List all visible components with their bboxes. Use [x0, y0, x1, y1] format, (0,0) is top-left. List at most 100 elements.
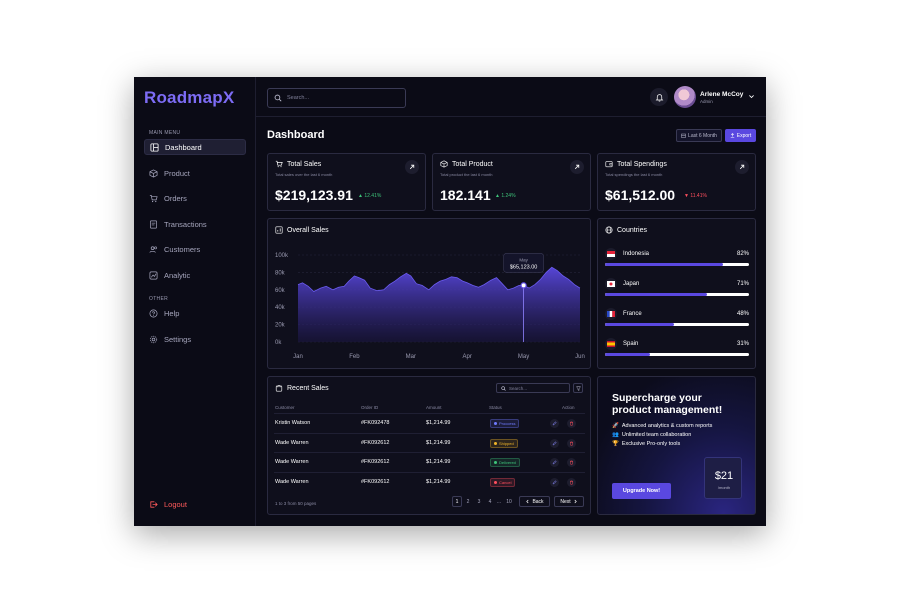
table-row[interactable]: Wade Warren #FK092612 $1,214.99 Shipped — [274, 432, 585, 452]
column-header[interactable]: Amount — [426, 405, 442, 410]
country-progress — [605, 323, 749, 326]
search-box[interactable] — [267, 88, 406, 108]
progress-fill — [605, 293, 708, 296]
sidebar-item-label: Settings — [164, 334, 192, 344]
export-button[interactable]: Export — [725, 129, 756, 142]
sidebar-item-help[interactable]: Help — [144, 305, 246, 321]
card-title: Countries — [617, 226, 647, 234]
search-input[interactable] — [287, 95, 397, 101]
table-search-input[interactable] — [509, 385, 569, 391]
open-details-button[interactable] — [405, 160, 419, 174]
x-tick-label: Feb — [349, 354, 360, 360]
avatar[interactable] — [674, 86, 696, 108]
flag-france-icon — [605, 308, 617, 320]
delete-button[interactable] — [567, 438, 576, 448]
price-value: $21 — [714, 470, 734, 482]
column-header[interactable]: Action — [562, 405, 575, 410]
column-header[interactable]: Order ID — [361, 405, 379, 410]
sidebar-item-settings[interactable]: Settings — [144, 331, 246, 347]
rocket-icon: 🚀 — [612, 423, 619, 429]
x-tick-label: Jun — [575, 354, 585, 360]
app-logo[interactable]: RoadmapX — [144, 88, 235, 107]
edit-button[interactable] — [550, 477, 559, 487]
sidebar-item-product[interactable]: Product — [144, 165, 246, 181]
status-text: Delivered — [499, 460, 516, 465]
delete-button[interactable] — [567, 458, 576, 467]
next-button[interactable]: Next — [554, 496, 584, 507]
sidebar-item-orders[interactable]: Orders — [144, 190, 246, 206]
edit-button[interactable] — [550, 458, 559, 467]
tooltip-point — [520, 282, 527, 289]
topbar: Arlene McCoy Admin — [256, 77, 766, 117]
status-dot — [494, 422, 497, 425]
table-search-box[interactable] — [496, 383, 570, 393]
cell-order-id: #FK092612 — [361, 439, 390, 446]
filter-icon — [575, 386, 581, 391]
status-dot — [494, 461, 497, 464]
status-badge: Cancel — [490, 477, 516, 487]
cell-order-id: #FK092478 — [361, 420, 390, 426]
chevron-left-icon — [526, 499, 529, 504]
page-1[interactable]: 1 — [452, 496, 462, 507]
sidebar-item-transactions[interactable]: Transactions — [144, 216, 246, 232]
cell-amount: $1,214.99 — [426, 439, 451, 446]
stat-change-value: 1.24% — [501, 193, 516, 199]
delete-button[interactable] — [567, 477, 576, 487]
sidebar-item-analytic[interactable]: Analytic — [144, 267, 246, 283]
back-button[interactable]: Back — [519, 496, 550, 507]
logout-button[interactable]: Logout — [149, 500, 187, 509]
table-row[interactable]: Kristin Watson #FK092478 $1,214.99 Proccess — [274, 413, 585, 432]
cell-customer: Kristin Watson — [275, 420, 311, 426]
delete-button[interactable] — [567, 419, 576, 428]
progress-fill — [605, 263, 724, 266]
table-row[interactable]: Wade Warren #FK092612 $1,214.99 Cancel — [274, 471, 585, 491]
sidebar-item-dashboard[interactable]: Dashboard — [144, 139, 246, 155]
flag-japan-icon — [605, 278, 617, 290]
tooltip-label: May — [519, 257, 528, 262]
feature-text: Unlimited team collaboration — [621, 432, 692, 438]
date-range-label: Last 6 Month — [688, 132, 717, 139]
column-header[interactable]: Customer — [275, 405, 295, 410]
country-name: France — [623, 311, 642, 317]
sales-area-chart[interactable]: 0k 20k 40k 60k 80k 100k Jan Feb Mar Apr May Jun May $… — [268, 219, 592, 370]
feature-text: Advanced analytics & custom reports — [621, 423, 713, 429]
page-2[interactable]: 2 — [466, 498, 470, 505]
sidebar-item-customers[interactable]: Customers — [144, 241, 246, 257]
upgrade-now-button[interactable]: Upgrade Now! — [612, 483, 671, 499]
edit-button[interactable] — [550, 419, 559, 428]
table-row[interactable]: Wade Warren #FK092612 $1,214.99 Delivered — [274, 452, 585, 471]
arrow-up-right-icon — [574, 164, 580, 170]
trash-icon — [570, 421, 573, 426]
box-icon — [440, 160, 448, 168]
y-tick-label: 0k — [275, 340, 282, 346]
sidebar-item-label: Transactions — [164, 219, 207, 229]
stat-value: $219,123.91 — [275, 187, 353, 203]
notification-button[interactable] — [650, 88, 668, 106]
trophy-icon: 🏆 — [612, 441, 619, 447]
country-name: Japan — [623, 281, 640, 287]
cart-icon — [275, 160, 283, 168]
page-10[interactable]: 10 — [506, 498, 512, 505]
status-badge: Shipped — [490, 438, 518, 448]
column-header[interactable]: Status — [489, 405, 502, 410]
promo-feature: 🏆 Exclusive Pro-only tools — [612, 441, 680, 447]
date-range-button[interactable]: Last 6 Month — [676, 129, 722, 142]
next-label: Next — [560, 498, 571, 505]
chevron-down-icon[interactable] — [748, 93, 755, 100]
cell-order-id: #FK092612 — [361, 459, 390, 465]
user-name: Arlene McCoy — [700, 91, 744, 98]
open-details-button[interactable] — [735, 160, 749, 174]
pagination-info: 1 to 3 from 50 pages — [275, 501, 317, 506]
edit-button[interactable] — [550, 438, 559, 448]
status-dot — [494, 441, 497, 445]
open-details-button[interactable] — [570, 160, 584, 174]
user-role: Admin — [700, 99, 713, 104]
cell-amount: $1,214.99 — [426, 478, 451, 485]
card-header: Countries — [605, 226, 647, 234]
page-4[interactable]: 4 — [488, 498, 492, 505]
wallet-icon — [605, 161, 613, 168]
y-tick-label: 100k — [275, 253, 289, 259]
stat-value: 182.141 — [440, 187, 491, 203]
page-3[interactable]: 3 — [477, 498, 481, 505]
filter-button[interactable] — [573, 383, 583, 393]
